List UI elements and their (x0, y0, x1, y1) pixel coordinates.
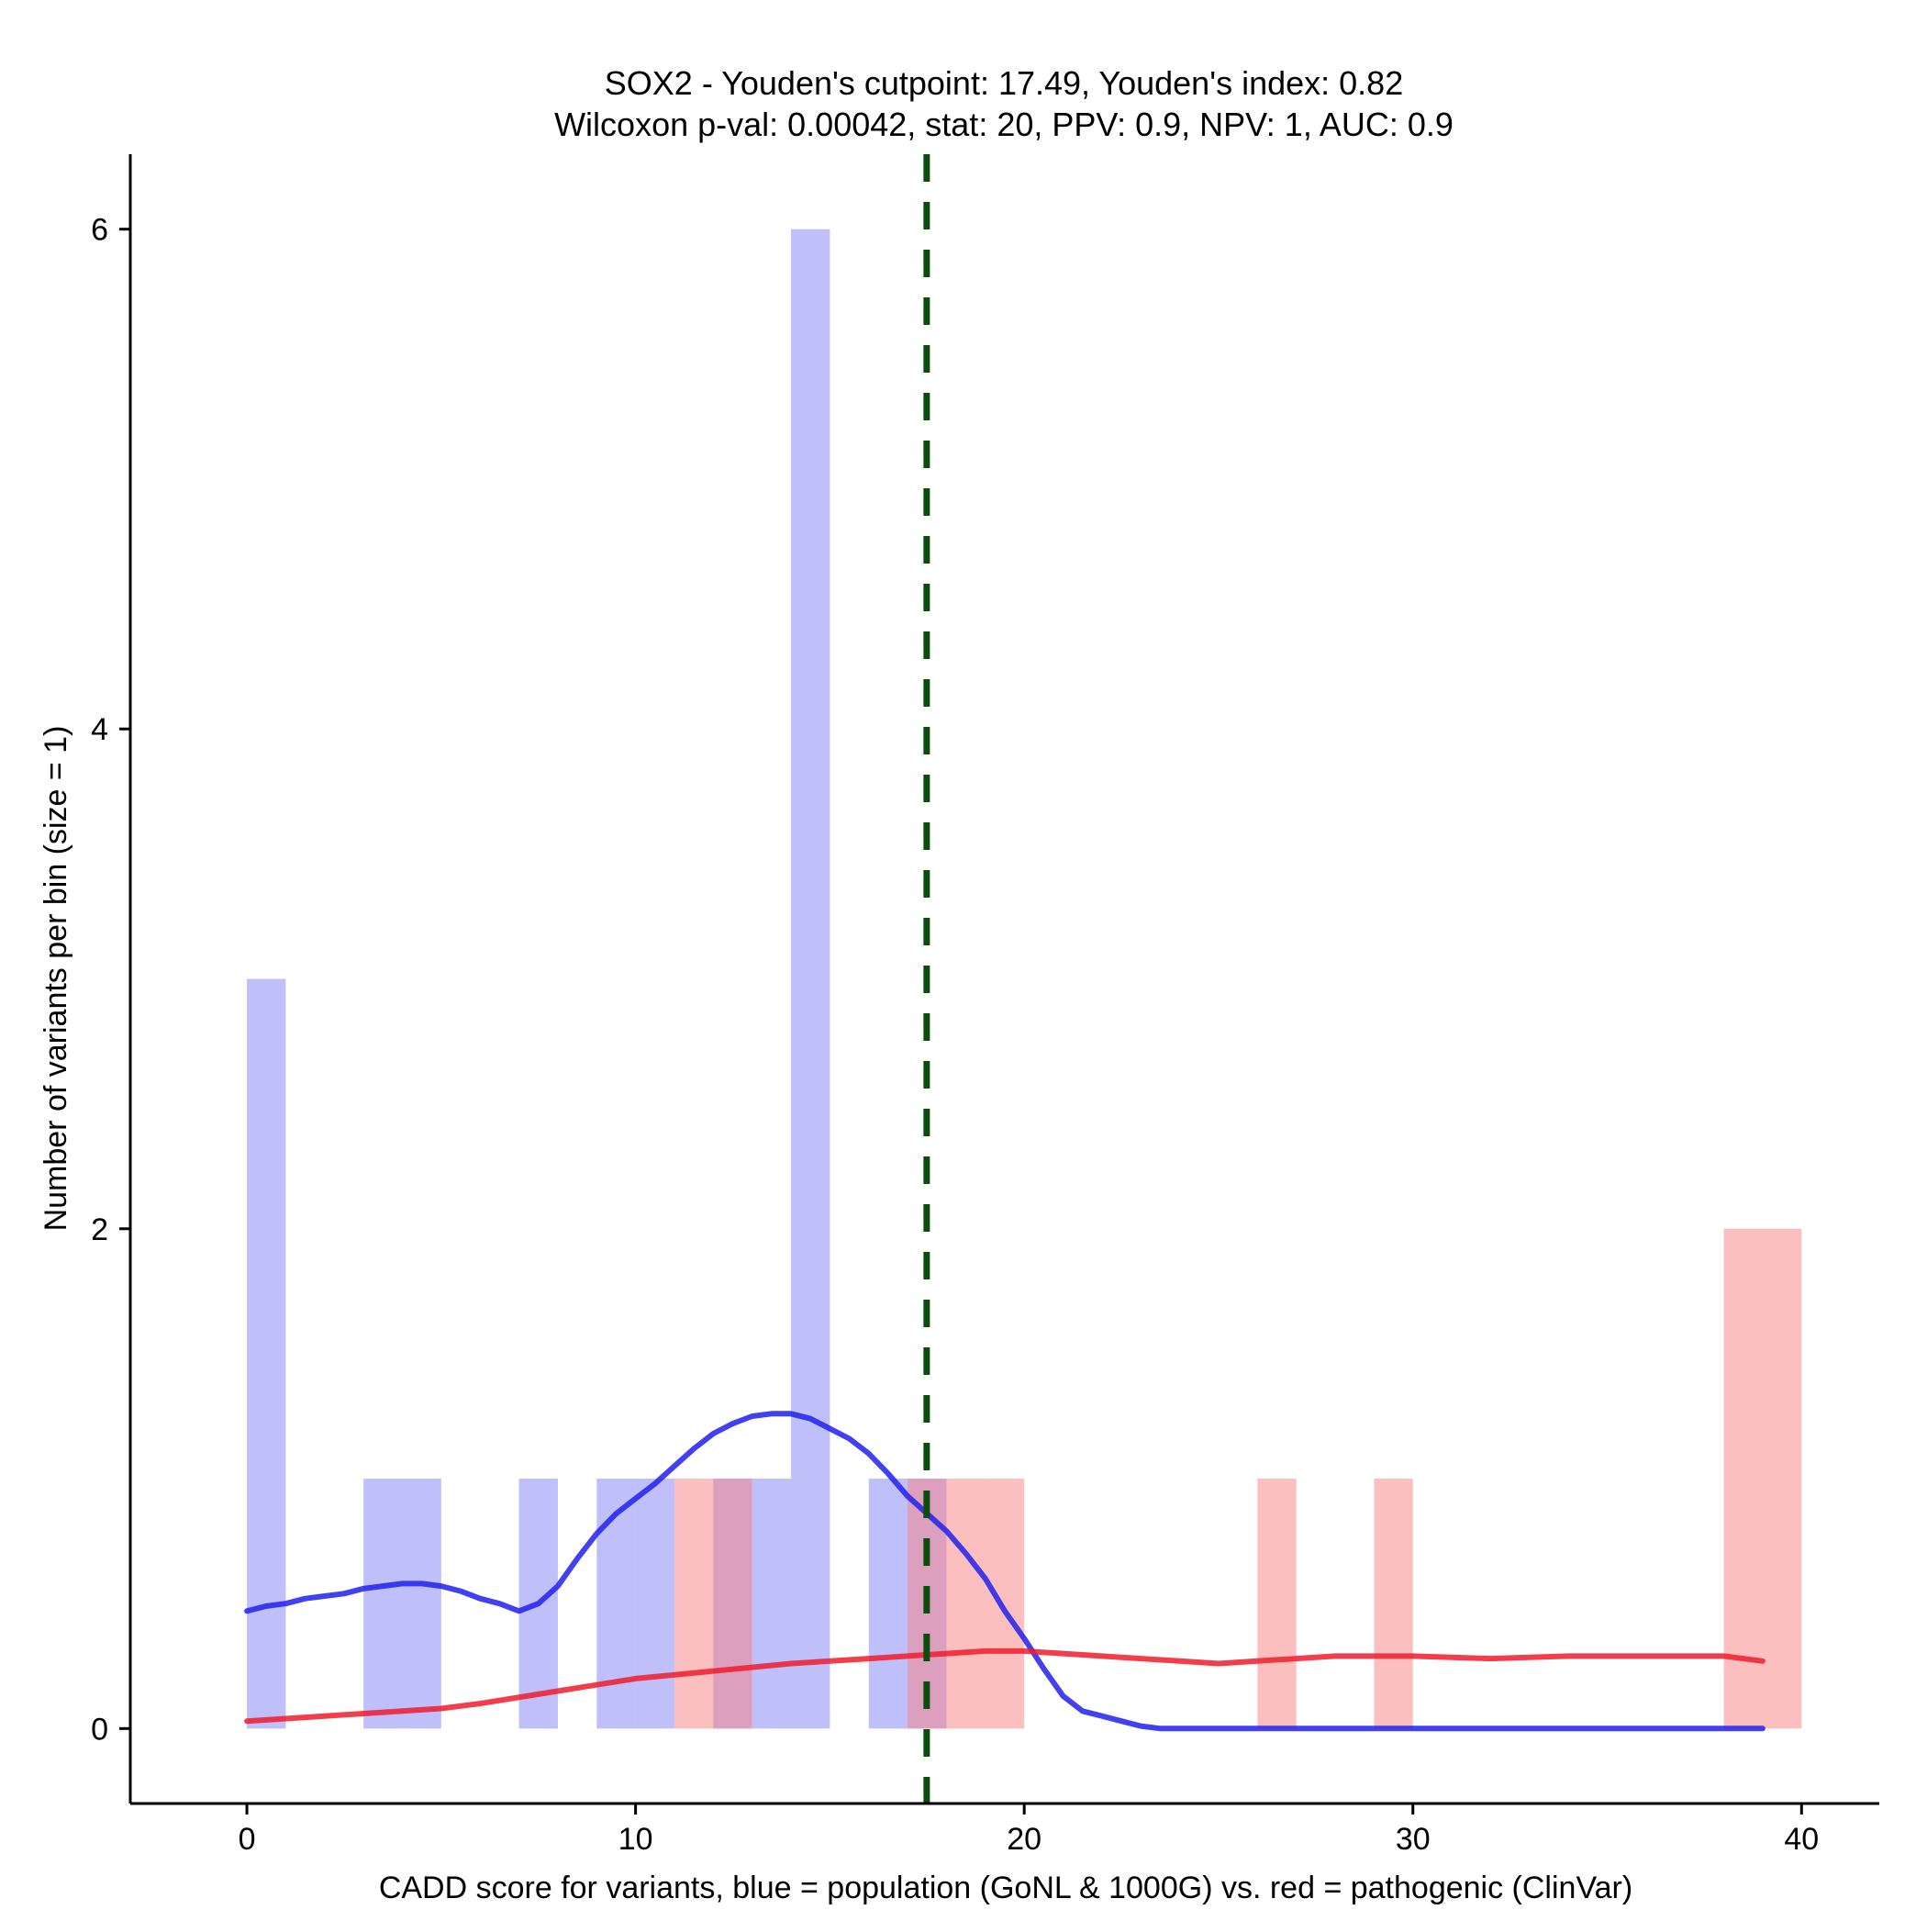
pathogenic-bar (1257, 1479, 1297, 1729)
population-bar (791, 229, 830, 1729)
pathogenic-bar (1723, 1228, 1763, 1729)
density-curves (244, 1411, 1765, 1732)
y-tick-label: 6 (91, 213, 108, 248)
histogram-bars (247, 229, 1802, 1729)
population-bar (402, 1479, 441, 1729)
x-axis-label: CADD score for variants, blue = populati… (379, 1871, 1632, 1905)
x-tick-label: 20 (1007, 1822, 1041, 1857)
chart-title: SOX2 - Youden's cutpoint: 17.49, Youden'… (605, 64, 1403, 102)
population-bar (247, 978, 286, 1729)
x-tick-label: 10 (618, 1822, 653, 1857)
population-bar (752, 1479, 792, 1729)
population-bar (635, 1479, 674, 1729)
pathogenic-density-curve (244, 1647, 1765, 1725)
x-tick-label: 30 (1396, 1822, 1431, 1857)
y-axis-label: Number of variants per bin (size = 1) (39, 726, 73, 1232)
pathogenic-bar (1374, 1479, 1413, 1729)
pathogenic-bar (946, 1479, 986, 1729)
y-tick-label: 0 (91, 1712, 108, 1747)
pathogenic-bar (674, 1479, 714, 1729)
pathogenic-bar (713, 1479, 752, 1729)
chart-subtitle: Wilcoxon p-val: 0.00042, stat: 20, PPV: … (554, 106, 1454, 143)
y-tick-label: 4 (91, 712, 108, 747)
y-tick-label: 2 (91, 1212, 108, 1247)
pathogenic-bar (1762, 1228, 1802, 1729)
population-bar (363, 1479, 403, 1729)
axes (128, 154, 1879, 1805)
population-bar (868, 1479, 908, 1729)
population-density-curve (244, 1411, 1765, 1732)
population-bar (596, 1479, 636, 1729)
x-tick-label: 0 (239, 1822, 256, 1857)
pathogenic-bar (985, 1479, 1025, 1729)
x-tick-label: 40 (1784, 1822, 1819, 1857)
tick-labels: 0 10 20 30 40 0 2 4 6 (91, 213, 1819, 1857)
